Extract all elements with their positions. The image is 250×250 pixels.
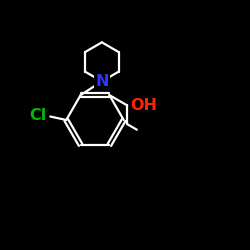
- Text: N: N: [95, 74, 108, 89]
- Text: Cl: Cl: [30, 108, 47, 123]
- Text: OH: OH: [130, 98, 158, 113]
